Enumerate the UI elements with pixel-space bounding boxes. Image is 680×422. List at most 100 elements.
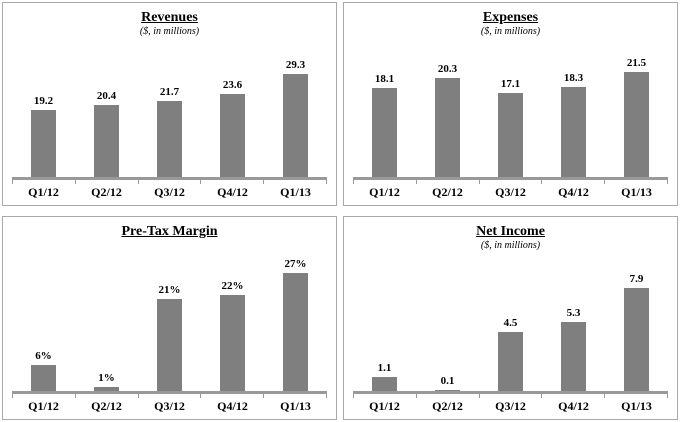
bar-value-label: 18.3 [563, 72, 584, 84]
bar-slot: 19.2 [12, 40, 75, 177]
bar-value-label: 4.5 [503, 317, 518, 329]
x-axis-label: Q2/12 [91, 185, 122, 199]
axis-tick [76, 180, 139, 184]
bar-value-label: 1% [98, 372, 115, 384]
x-axis-labels: Q1/12 Q2/12 Q3/12 Q4/12 Q1/13 [353, 398, 668, 415]
x-axis-label: Q4/12 [558, 399, 589, 413]
plot-area: 6% 1% 21% 22% 27% [12, 242, 327, 394]
bar-value-label: 6% [35, 350, 52, 362]
x-axis-labels: Q1/12 Q2/12 Q3/12 Q4/12 Q1/13 [353, 184, 668, 201]
bar [93, 387, 120, 391]
bar-slot: 21.7 [138, 40, 201, 177]
axis-tick [354, 394, 417, 398]
bar-slot: 18.1 [353, 40, 416, 177]
x-axis-tick-row [12, 394, 327, 398]
bar-value-label: 21.5 [626, 57, 647, 69]
axis-tick [139, 180, 202, 184]
x-axis-labels: Q1/12 Q2/12 Q3/12 Q4/12 Q1/13 [12, 184, 327, 201]
bar-slot: 0.1 [416, 254, 479, 391]
x-axis-label: Q3/12 [154, 399, 185, 413]
bar-slot: 20.4 [75, 40, 138, 177]
bar-slot: 18.3 [542, 40, 605, 177]
x-axis-label: Q3/12 [495, 399, 526, 413]
bar-value-label: 29.3 [285, 59, 306, 71]
axis-tick [605, 394, 668, 398]
bar-slot: 21.5 [605, 40, 668, 177]
bar-value-label: 22% [221, 280, 244, 292]
bar [497, 332, 524, 391]
chart-subtitle: ($, in millions) [139, 26, 200, 38]
bar-value-label: 7.9 [629, 273, 644, 285]
bar-slot: 1% [75, 242, 138, 391]
bar-slot: 7.9 [605, 254, 668, 391]
bar [434, 390, 461, 391]
x-axis-label: Q1/13 [621, 399, 652, 413]
bar-slot: 27% [264, 242, 327, 391]
bar [623, 72, 650, 177]
x-axis-label: Q2/12 [432, 185, 463, 199]
bar-value-label: 21.7 [159, 86, 180, 98]
bar-value-label: 21% [158, 284, 181, 296]
chart-subtitle: ($, in millions) [480, 240, 541, 252]
chart-title: Revenues [141, 10, 198, 25]
axis-tick [542, 394, 606, 398]
axis-tick [201, 180, 265, 184]
bar-value-label: 19.2 [33, 95, 54, 107]
x-axis-tick-row [353, 180, 668, 184]
axis-tick [264, 394, 327, 398]
x-axis-label: Q2/12 [432, 399, 463, 413]
x-axis-label: Q4/12 [217, 399, 248, 413]
chart-subtitle: ($, in millions) [480, 26, 541, 38]
x-axis-label: Q3/12 [154, 185, 185, 199]
x-axis-label: Q4/12 [558, 185, 589, 199]
bar [93, 105, 120, 177]
bar-slot: 20.3 [416, 40, 479, 177]
axis-tick [605, 180, 668, 184]
axis-tick [417, 394, 480, 398]
bar [156, 299, 183, 391]
bar-slot: 5.3 [542, 254, 605, 391]
x-axis-label: Q1/12 [369, 399, 400, 413]
bar-value-label: 1.1 [377, 362, 392, 374]
bar-value-label: 17.1 [500, 78, 521, 90]
bar [219, 295, 246, 391]
chart-title: Pre-Tax Margin [121, 224, 218, 239]
bar [219, 94, 246, 177]
axis-tick [480, 394, 543, 398]
plot-area: 19.2 20.4 21.7 23.6 29.3 [12, 40, 327, 180]
bar-slot: 17.1 [479, 40, 542, 177]
axis-tick [264, 180, 327, 184]
x-axis-label: Q1/12 [369, 185, 400, 199]
x-axis-label: Q1/12 [28, 399, 59, 413]
bar-value-label: 18.1 [374, 73, 395, 85]
bar [156, 101, 183, 177]
chart-panel-revenues: Revenues ($, in millions) 19.2 20.4 21.7 23… [2, 2, 337, 206]
axis-tick [201, 394, 265, 398]
bar [623, 288, 650, 391]
chart-panel-net-income: Net Income ($, in millions) 1.1 0.1 4.5 5.3… [343, 216, 678, 420]
bar-value-label: 27% [284, 258, 307, 270]
x-axis-tick-row [12, 180, 327, 184]
bar-value-label: 20.3 [437, 63, 458, 75]
bar [497, 93, 524, 177]
bar [371, 377, 398, 391]
x-axis-label: Q1/13 [621, 185, 652, 199]
x-axis-label: Q1/13 [280, 185, 311, 199]
bar-value-label: 0.1 [440, 375, 455, 387]
axis-tick [13, 180, 76, 184]
bar-slot: 6% [12, 242, 75, 391]
bar [371, 88, 398, 177]
bar [282, 273, 309, 391]
bar-slot: 22% [201, 242, 264, 391]
bar [560, 87, 587, 177]
bar-value-label: 23.6 [222, 79, 243, 91]
axis-tick [542, 180, 606, 184]
bar [282, 74, 309, 177]
bar-slot: 29.3 [264, 40, 327, 177]
bar [434, 78, 461, 177]
axis-tick [76, 394, 139, 398]
axis-tick [139, 394, 202, 398]
chart-panel-pretax-margin: Pre-Tax Margin 6% 1% 21% 22% 27% Q1/12 Q2/12 Q… [2, 216, 337, 420]
x-axis-labels: Q1/12 Q2/12 Q3/12 Q4/12 Q1/13 [12, 398, 327, 415]
